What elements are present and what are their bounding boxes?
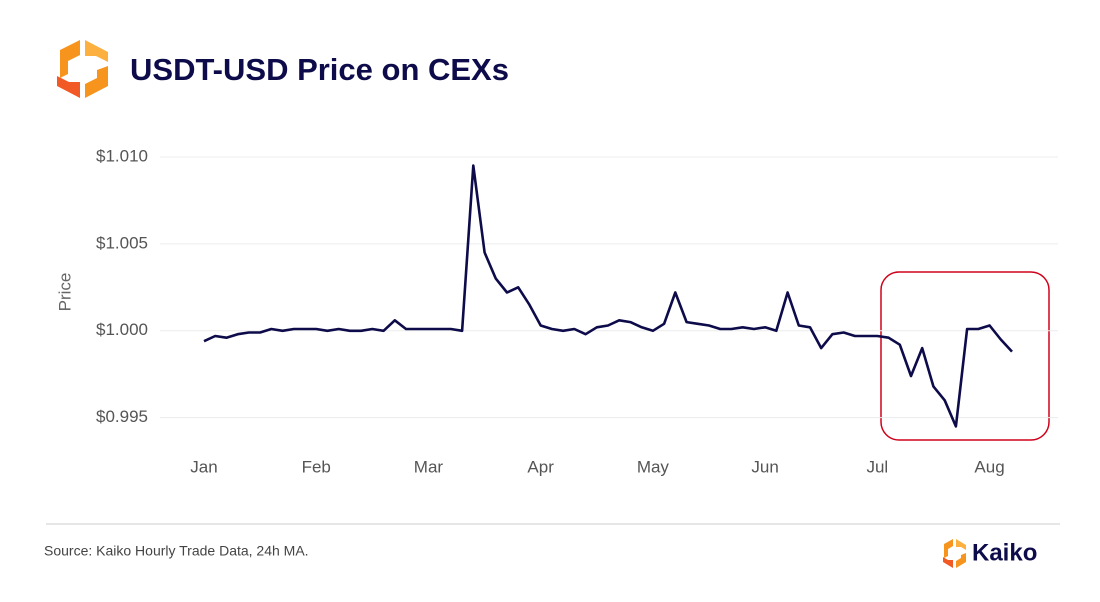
source-note: Source: Kaiko Hourly Trade Data, 24h MA. [44,543,309,559]
y-axis-label: Price [55,273,74,312]
x-tick-label: Mar [414,457,444,476]
y-tick-label: $1.010 [96,146,148,165]
y-tick-label: $0.995 [96,407,148,426]
x-tick-label: Aug [974,457,1004,476]
series-line [203,164,1013,428]
x-tick-label: Feb [302,457,331,476]
logo [57,40,108,98]
x-tick-label: Jun [751,457,778,476]
x-tick-label: Jul [866,457,888,476]
x-tick-label: Apr [527,457,554,476]
y-tick-label: $1.000 [96,320,148,339]
chart-title: USDT-USD Price on CEXs [130,52,509,87]
highlight-box [880,271,1050,441]
x-tick-label: May [637,457,670,476]
x-tick-label: Jan [190,457,217,476]
brand-name: Kaiko [972,539,1037,566]
plot-area: $0.995 $1.000 $1.005 $1.010 Jan Feb Mar Apr May J… [96,146,1058,476]
y-tick-label: $1.005 [96,233,148,252]
brand-logo [943,539,966,568]
